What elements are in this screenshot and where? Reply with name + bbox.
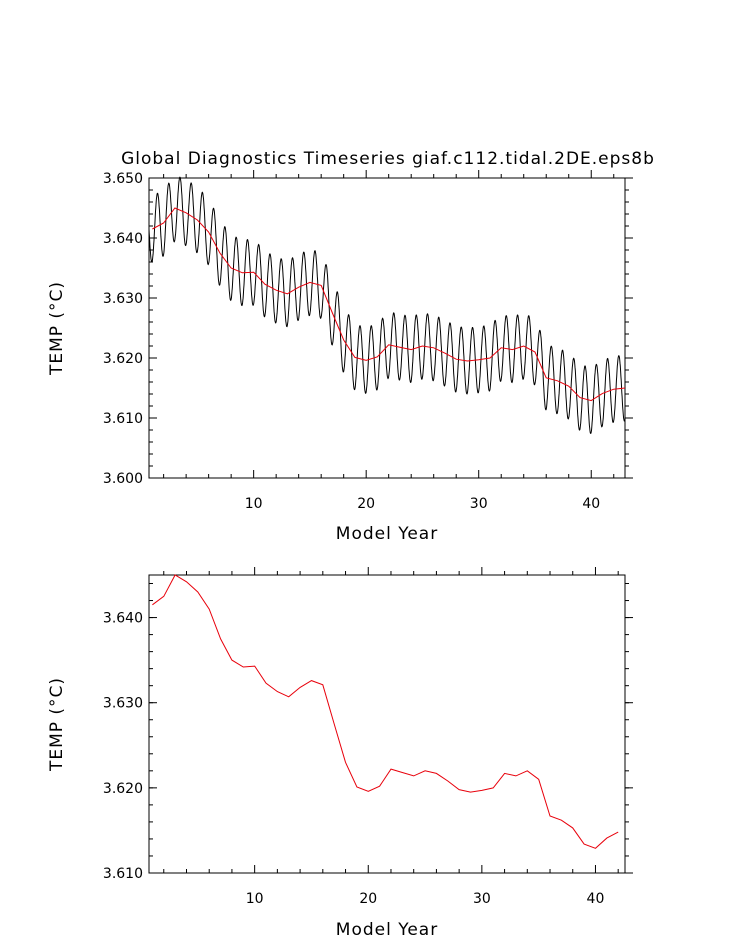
y-tick-label: 3.620: [103, 351, 143, 367]
y-axis-title: TEMP (°C): [47, 281, 67, 376]
bottom-chart: 3.610 3.620 3.630 3.640 10 20 30 40 Model Year…: [47, 567, 633, 940]
annual-mean-series-line: [152, 574, 619, 849]
annual-mean-series-line: [152, 207, 626, 402]
y-tick-labels: 3.600 3.610 3.620 3.630 3.640 3.650: [103, 171, 143, 487]
x-tick-label: 30: [473, 891, 491, 907]
y-tick-label: 3.610: [103, 866, 143, 882]
y-tick-label: 3.630: [103, 291, 143, 307]
x-ticks: [163, 567, 619, 873]
y-tick-label: 3.640: [103, 231, 143, 247]
x-tick-label: 40: [582, 496, 600, 512]
y-tick-label: 3.610: [103, 411, 143, 427]
plot-frame: [148, 574, 626, 874]
x-axis-title: Model Year: [336, 524, 438, 544]
y-tick-label: 3.640: [103, 611, 143, 627]
x-axis-title: Model Year: [336, 920, 438, 940]
y-tick-label: 3.600: [103, 471, 143, 487]
y-ticks: [149, 177, 633, 479]
x-tick-labels: 10 20 30 40: [246, 891, 605, 907]
y-ticks: [149, 583, 633, 874]
x-tick-label: 30: [470, 496, 488, 512]
y-tick-labels: 3.610 3.620 3.630 3.640: [103, 611, 143, 882]
plot-frame: [148, 177, 626, 479]
x-tick-label: 10: [245, 496, 263, 512]
chart-title: Global Diagnostics Timeseries giaf.c112.…: [121, 149, 655, 169]
x-tick-label: 20: [357, 496, 375, 512]
x-tick-label: 40: [587, 891, 605, 907]
y-tick-label: 3.650: [103, 171, 143, 187]
monthly-series-line: [148, 176, 626, 434]
y-tick-label: 3.630: [103, 696, 143, 712]
x-tick-label: 10: [246, 891, 264, 907]
x-tick-labels: 10 20 30 40: [245, 496, 600, 512]
y-tick-label: 3.620: [103, 781, 143, 797]
x-tick-label: 20: [359, 891, 377, 907]
x-ticks: [163, 170, 615, 478]
top-chart: Global Diagnostics Timeseries giaf.c112.…: [47, 149, 655, 544]
y-axis-title: TEMP (°C): [47, 677, 67, 772]
